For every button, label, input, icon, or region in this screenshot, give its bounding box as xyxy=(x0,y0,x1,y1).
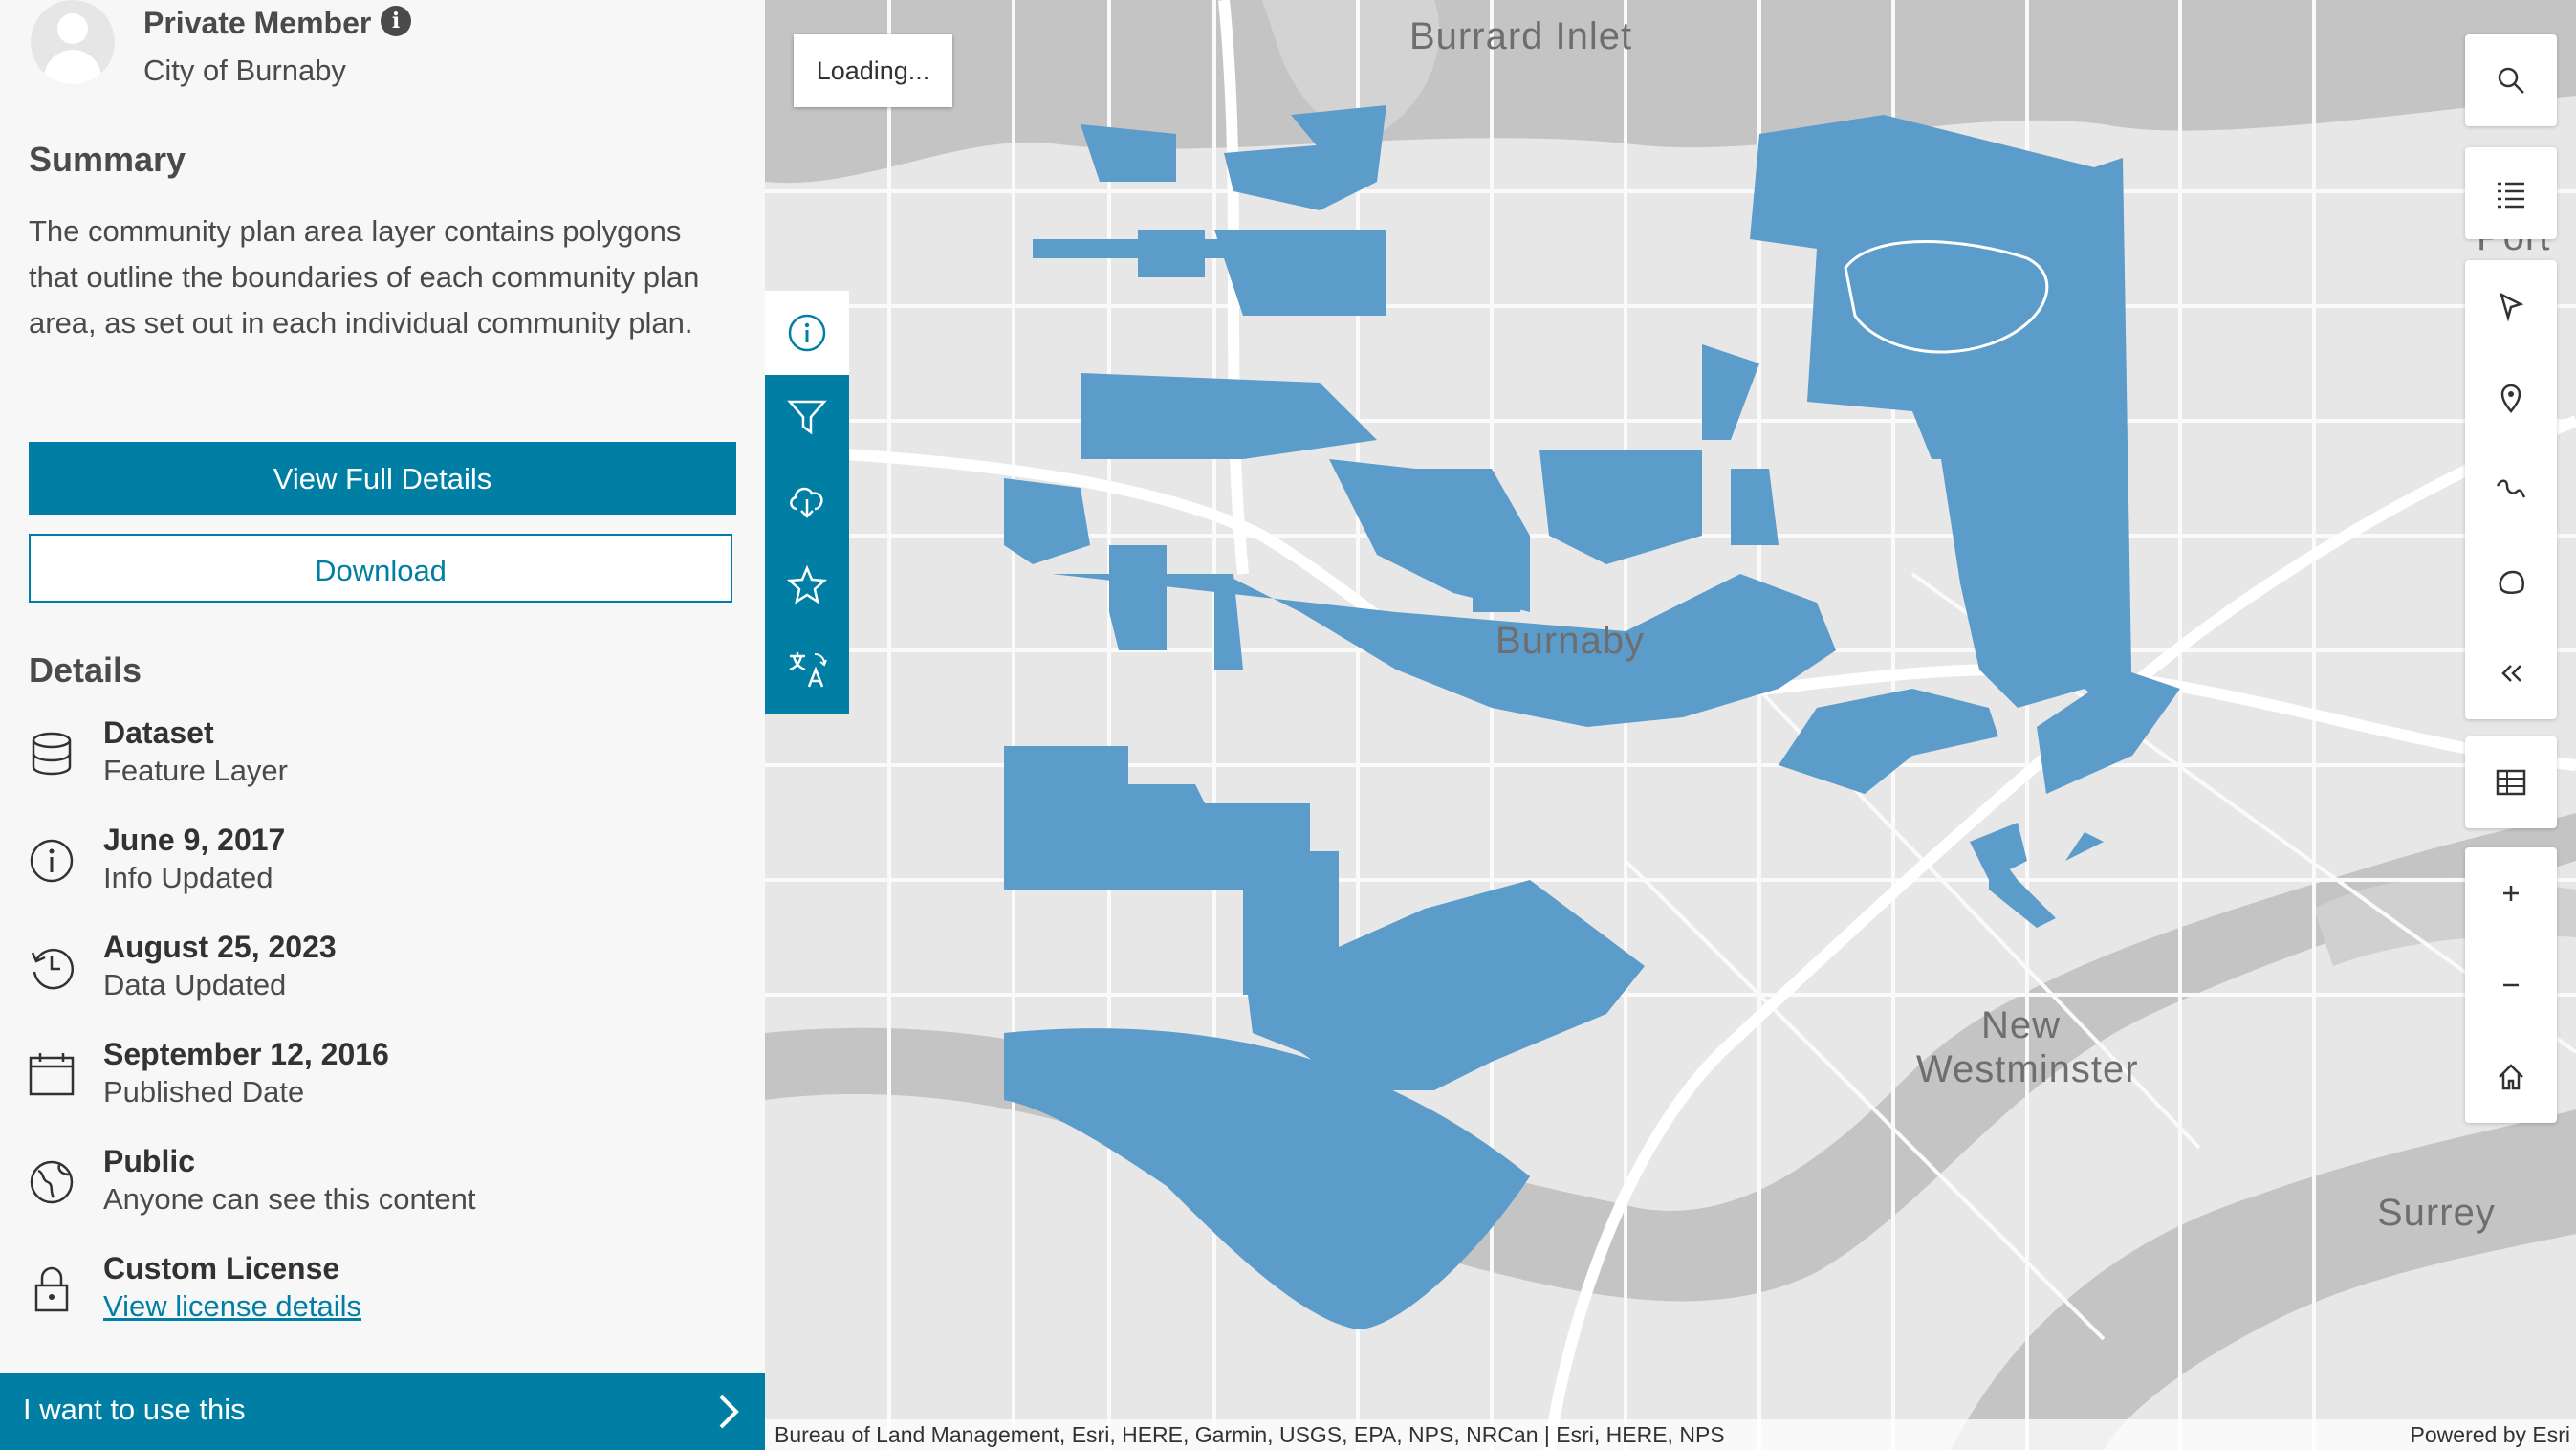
details-heading: Details xyxy=(29,650,142,690)
select-icon xyxy=(2499,292,2524,322)
detail-title: Custom License xyxy=(103,1251,340,1285)
zoom-in-button[interactable] xyxy=(2465,847,2557,939)
summary-text: The community plan area layer contains p… xyxy=(29,214,700,340)
translate-icon xyxy=(789,652,827,688)
map-label-new-westminster-2: Westminster xyxy=(1916,1048,2139,1090)
owner-avatar xyxy=(31,0,115,84)
basemap xyxy=(765,0,2576,1450)
detail-title: June 9, 2017 xyxy=(103,823,286,857)
info-icon xyxy=(788,314,826,352)
filter-icon xyxy=(787,400,827,435)
legend-button[interactable] xyxy=(2465,147,2557,239)
detail-subtitle: Feature Layer xyxy=(103,754,288,787)
database-icon xyxy=(32,732,72,776)
search-tool-group xyxy=(2465,34,2557,126)
detail-subtitle: Data Updated xyxy=(103,968,287,1001)
download-button[interactable]: Download xyxy=(29,534,732,603)
detail-dataset: Dataset Feature Layer xyxy=(0,715,765,802)
map-label-inlet: Burrard Inlet xyxy=(1409,15,1633,57)
detail-title: August 25, 2023 xyxy=(103,930,337,964)
view-full-details-button[interactable]: View Full Details xyxy=(29,442,736,515)
collapse-icon xyxy=(2501,665,2521,682)
search-icon xyxy=(2498,67,2524,94)
home-icon xyxy=(2499,1064,2523,1090)
attribution-text: Bureau of Land Management, Esri, HERE, G… xyxy=(775,1422,1725,1447)
tab-translate[interactable] xyxy=(765,627,849,712)
detail-subtitle: Info Updated xyxy=(103,861,273,894)
map-label-surrey: Surrey xyxy=(2377,1192,2496,1234)
powered-by-link[interactable]: Powered by Esri xyxy=(2410,1422,2570,1447)
polygon-tool-button[interactable] xyxy=(2465,536,2557,627)
detail-subtitle: Anyone can see this content xyxy=(103,1182,476,1216)
tab-favorite[interactable] xyxy=(765,543,849,627)
zoom-in-icon xyxy=(2503,886,2519,901)
line-tool-button[interactable] xyxy=(2465,444,2557,536)
detail-title: Public xyxy=(103,1144,196,1178)
globe-icon xyxy=(30,1160,74,1204)
legend-tool-group xyxy=(2465,147,2557,239)
calendar-icon xyxy=(29,1053,75,1096)
owner-organization: City of Burnaby xyxy=(143,54,346,87)
map-label-burnaby: Burnaby xyxy=(1495,620,1645,662)
star-icon xyxy=(786,564,828,604)
home-button[interactable] xyxy=(2465,1031,2557,1123)
zoom-out-button[interactable] xyxy=(2465,939,2557,1031)
cta-label: I want to use this xyxy=(23,1393,246,1426)
point-tool-button[interactable] xyxy=(2465,352,2557,444)
map-label-new-westminster-1: New xyxy=(1981,1004,2062,1046)
sketch-tool-group xyxy=(2465,260,2557,719)
lock-icon xyxy=(34,1266,69,1312)
point-icon xyxy=(2500,384,2521,414)
summary-heading: Summary xyxy=(29,140,186,179)
map-attribution: Bureau of Land Management, Esri, HERE, G… xyxy=(765,1419,2576,1450)
detail-info-updated: June 9, 2017 Info Updated xyxy=(0,823,765,909)
chevron-right-icon xyxy=(719,1395,739,1429)
i-want-to-use-this-button[interactable]: I want to use this xyxy=(0,1373,765,1450)
map-view[interactable]: Burrard Inlet Burnaby New Westminster Su… xyxy=(765,0,2576,1450)
detail-data-updated: August 25, 2023 Data Updated xyxy=(0,930,765,1016)
owner-info-icon[interactable]: i xyxy=(381,6,411,36)
history-icon xyxy=(31,948,74,990)
polygon-icon xyxy=(2499,570,2524,594)
detail-access: Public Anyone can see this content xyxy=(0,1144,765,1230)
tab-download[interactable] xyxy=(765,459,849,543)
legend-icon xyxy=(2498,182,2524,209)
attribute-table-button[interactable] xyxy=(2465,736,2557,828)
tab-filter[interactable] xyxy=(765,375,849,459)
detail-subtitle: Published Date xyxy=(103,1075,305,1109)
search-button[interactable] xyxy=(2465,34,2557,126)
community-plan-areas xyxy=(1004,105,2180,1329)
cloud-download-icon xyxy=(790,487,823,518)
select-tool-button[interactable] xyxy=(2465,260,2557,352)
detail-title: September 12, 2016 xyxy=(103,1037,389,1071)
line-icon xyxy=(2496,479,2526,498)
tab-info[interactable] xyxy=(765,291,849,375)
table-icon xyxy=(2496,769,2526,796)
zoom-tool-group xyxy=(2465,847,2557,1123)
detail-title: Dataset xyxy=(103,715,214,750)
info-icon xyxy=(30,839,74,883)
detail-license: Custom License View license details xyxy=(0,1251,765,1337)
view-license-details-link[interactable]: View license details xyxy=(103,1289,361,1323)
owner-name: Private Member xyxy=(143,6,372,40)
side-tab-strip xyxy=(765,291,849,714)
table-tool-group xyxy=(2465,736,2557,828)
collapse-tools-button[interactable] xyxy=(2465,627,2557,719)
detail-published-date: September 12, 2016 Published Date xyxy=(0,1037,765,1123)
loading-indicator: Loading... xyxy=(794,34,952,107)
zoom-out-icon xyxy=(2503,983,2519,987)
item-details-panel: Private Member i City of Burnaby Summary… xyxy=(0,0,765,1450)
